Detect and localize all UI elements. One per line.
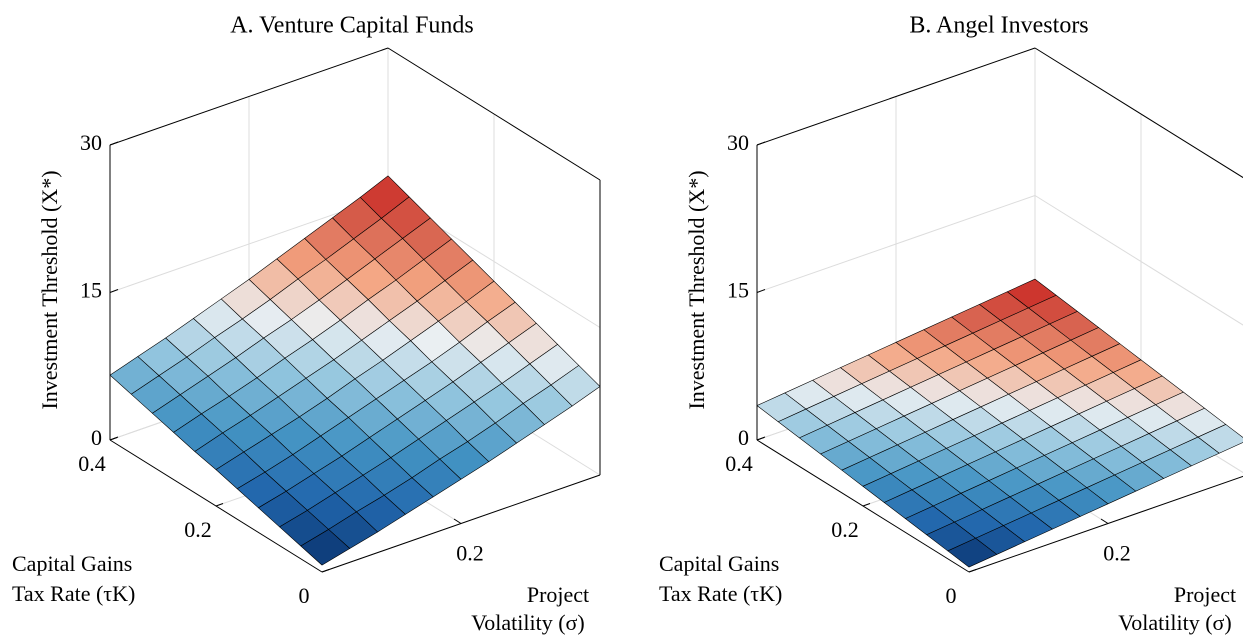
x-axis-label: Volatility (σ) — [1118, 610, 1232, 635]
tick-mark — [453, 518, 462, 524]
tick-mark — [215, 503, 224, 507]
x-axis-label: Project — [1174, 582, 1236, 607]
x-axis-label: Volatility (σ) — [471, 610, 585, 635]
z-axis-label: Investment Threshold (X*) — [684, 170, 709, 409]
box-edge — [756, 47, 1036, 146]
z-tick-label: 30 — [80, 130, 102, 155]
z-tick-label: 15 — [727, 278, 749, 303]
z-tick-label: 30 — [727, 130, 749, 155]
z-tick-label: 15 — [80, 278, 102, 303]
x-axis-label: Project — [527, 582, 589, 607]
box-edge — [109, 47, 389, 146]
x-tick-label: 0.2 — [1103, 541, 1131, 566]
tick-mark — [756, 141, 766, 146]
tick-mark — [109, 437, 118, 441]
y-axis-label: Capital Gains — [12, 551, 132, 576]
tick-mark — [862, 503, 871, 507]
surface-patch — [947, 537, 998, 568]
y-axis-label: Tax Rate (τK) — [12, 581, 135, 606]
y-tick-label: 0.2 — [831, 517, 859, 542]
panel-title: B. Angel Investors — [909, 13, 1088, 39]
z-tick-label: 0 — [738, 425, 749, 450]
x-tick-label: 0.2 — [456, 541, 484, 566]
z-tick-label: 0 — [91, 425, 102, 450]
tick-mark — [321, 569, 330, 573]
tick-mark — [968, 569, 977, 573]
box-edge — [1034, 47, 1243, 179]
panel-title: A. Venture Capital Funds — [230, 13, 474, 39]
z-axis-label: Investment Threshold (X*) — [37, 170, 62, 409]
y-tick-label: 0 — [946, 583, 957, 608]
y-tick-label: 0.2 — [184, 517, 212, 542]
tick-mark — [756, 289, 766, 293]
y-axis-label: Capital Gains — [659, 551, 779, 576]
box-edge — [387, 47, 601, 181]
tick-mark — [756, 437, 765, 441]
tick-mark — [109, 289, 119, 293]
tick-mark — [109, 141, 119, 146]
y-axis-label: Tax Rate (τK) — [659, 581, 782, 606]
surface-patch — [300, 529, 351, 566]
tick-mark — [1100, 518, 1109, 524]
y-tick-label: 0.4 — [725, 451, 753, 476]
y-tick-label: 0 — [299, 583, 310, 608]
y-tick-label: 0.4 — [78, 451, 106, 476]
